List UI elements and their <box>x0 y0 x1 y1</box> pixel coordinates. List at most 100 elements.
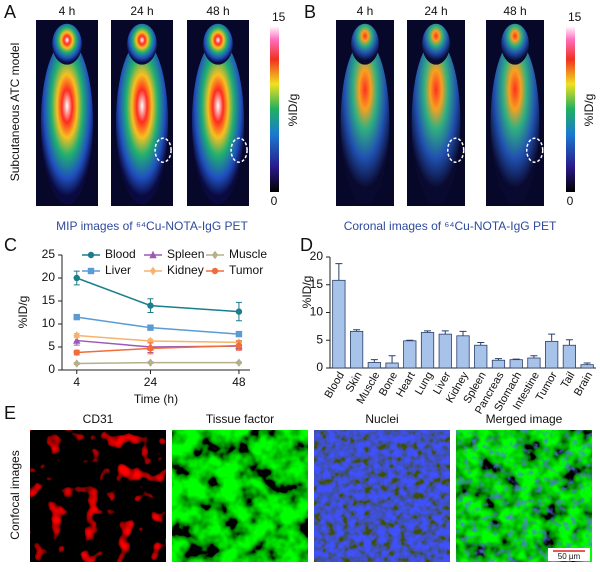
x-tick-label: 24 <box>144 375 158 389</box>
error-bar <box>388 355 396 364</box>
legend-marker <box>211 267 219 275</box>
confocal-image <box>314 430 450 562</box>
bar <box>349 330 364 369</box>
channel-title: CD31 <box>83 412 114 426</box>
caption: MIP images of ⁶⁴Cu-NOTA-IgG PET <box>56 219 248 233</box>
panel-label: B <box>304 2 316 22</box>
time-label: 48 h <box>503 4 526 18</box>
marker <box>235 330 243 338</box>
pet-body <box>191 40 245 205</box>
channel-title: Nuclei <box>365 412 398 426</box>
y-tick-label: 20 <box>42 270 56 284</box>
colorbar-min: 0 <box>567 194 574 208</box>
series-line <box>76 316 239 335</box>
colorbar-max: 15 <box>568 10 582 24</box>
tumor-outline <box>525 137 544 163</box>
marker <box>235 308 243 315</box>
y-tick-label: 0 <box>316 360 323 374</box>
confocal-image <box>30 430 166 562</box>
bar <box>562 344 577 369</box>
time-label: 4 h <box>357 4 374 18</box>
y-tick-label: 25 <box>42 247 56 261</box>
bar <box>474 344 488 369</box>
marker <box>73 331 80 340</box>
colorbar-max: 15 <box>272 10 286 24</box>
marker <box>73 349 80 356</box>
pet-head <box>422 23 450 65</box>
x-tick-label: Lung <box>413 370 436 397</box>
time-label: 24 h <box>424 4 447 18</box>
colorbar <box>270 26 279 192</box>
time-label: 48 h <box>206 4 229 18</box>
y-tick-label: 0 <box>48 362 55 376</box>
side-label: Confocal images <box>8 450 22 539</box>
legend-label: Spleen <box>167 247 204 261</box>
y-tick-label: 10 <box>310 305 324 319</box>
pet-body <box>340 40 390 205</box>
legend-label: Tumor <box>229 263 263 277</box>
marker <box>73 359 80 368</box>
y-tick-label: 10 <box>42 316 56 330</box>
legend-label: Liver <box>105 263 131 277</box>
colorbar-label: %ID/g <box>286 94 300 127</box>
legend-marker <box>87 267 95 275</box>
y-axis-label: %ID/g <box>300 276 314 309</box>
marker <box>73 274 80 282</box>
pet-body <box>40 40 94 205</box>
bar <box>438 333 452 369</box>
bar <box>403 340 417 369</box>
error-bar <box>370 359 378 363</box>
marker <box>147 358 154 367</box>
y-tick-label: 20 <box>310 249 324 263</box>
legend-label: Blood <box>105 247 136 261</box>
colorbar <box>566 26 575 192</box>
marker <box>235 342 243 349</box>
marker <box>73 313 80 321</box>
y-tick-label: 15 <box>310 277 324 291</box>
error-bar <box>441 330 449 335</box>
pet-head <box>127 23 157 65</box>
error-bar <box>477 341 485 346</box>
marker <box>147 345 154 352</box>
series-line <box>76 277 239 313</box>
pet-head <box>52 23 82 65</box>
pet-body <box>411 40 461 205</box>
pet-head <box>501 23 529 65</box>
panel-label: E <box>4 403 16 423</box>
channel-title: Merged image <box>486 412 563 426</box>
legend-marker <box>149 250 157 259</box>
x-tick-label: 4 <box>73 375 80 389</box>
confocal-image <box>172 430 308 562</box>
x-tick-label: Blood <box>323 370 347 400</box>
series-line <box>76 334 239 344</box>
scale-bar-label: 50 µm <box>558 552 581 561</box>
tumor-outline <box>154 137 172 163</box>
y-axis-label: %ID/g <box>16 296 30 329</box>
marker <box>147 302 154 309</box>
caption: Coronal images of ⁶⁴Cu-NOTA-IgG PET <box>344 219 557 233</box>
bar <box>509 359 523 369</box>
pet-body <box>490 40 540 205</box>
time-label: 24 h <box>130 4 153 18</box>
bar <box>367 362 381 369</box>
error-bar <box>565 339 573 346</box>
x-tick-label: Brain <box>572 370 595 398</box>
panel-label: D <box>300 235 313 255</box>
error-bar <box>548 333 556 342</box>
y-tick-label: 15 <box>42 293 56 307</box>
bar <box>420 332 435 369</box>
marker <box>235 358 243 367</box>
legend-marker <box>87 251 95 259</box>
tumor-outline <box>446 137 465 163</box>
time-label: 4 h <box>59 4 76 18</box>
x-axis-label: Time (h) <box>134 392 178 406</box>
side-label: Subcutaneous ATC model <box>8 43 22 182</box>
bar <box>456 335 470 369</box>
y-tick-label: 5 <box>316 332 323 346</box>
marker <box>73 336 81 344</box>
bar <box>580 364 594 369</box>
error-bar <box>335 263 343 281</box>
panel-label: C <box>4 235 17 255</box>
colorbar-min: 0 <box>271 194 278 208</box>
